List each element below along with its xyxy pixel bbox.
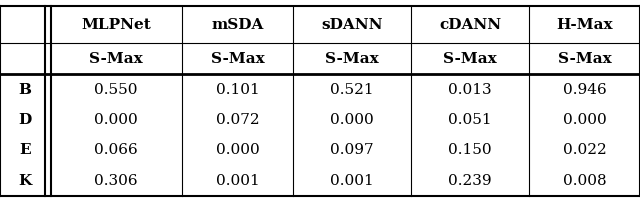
Text: B: B: [19, 83, 31, 97]
Text: 0.000: 0.000: [216, 143, 260, 157]
Text: 0.000: 0.000: [563, 113, 607, 127]
Text: 0.239: 0.239: [449, 174, 492, 188]
Text: MLPNet: MLPNet: [81, 18, 151, 32]
Text: 0.001: 0.001: [330, 174, 374, 188]
Text: 0.072: 0.072: [216, 113, 260, 127]
Text: 0.521: 0.521: [330, 83, 374, 97]
Text: 0.550: 0.550: [95, 83, 138, 97]
Text: H-Max: H-Max: [556, 18, 613, 32]
Text: 0.150: 0.150: [449, 143, 492, 157]
Text: D: D: [19, 113, 31, 127]
Text: 0.000: 0.000: [330, 113, 374, 127]
Text: cDANN: cDANN: [439, 18, 501, 32]
Text: S-Max: S-Max: [211, 52, 265, 66]
Text: 0.001: 0.001: [216, 174, 260, 188]
Text: 0.013: 0.013: [449, 83, 492, 97]
Text: S-Max: S-Max: [557, 52, 611, 66]
Text: 0.022: 0.022: [563, 143, 607, 157]
Text: S-Max: S-Max: [444, 52, 497, 66]
Text: 0.101: 0.101: [216, 83, 260, 97]
Text: sDANN: sDANN: [321, 18, 383, 32]
Text: 0.946: 0.946: [563, 83, 607, 97]
Text: K: K: [19, 174, 31, 188]
Text: 0.000: 0.000: [94, 113, 138, 127]
Text: S-Max: S-Max: [90, 52, 143, 66]
Text: mSDA: mSDA: [212, 18, 264, 32]
Text: 0.306: 0.306: [94, 174, 138, 188]
Text: 0.051: 0.051: [449, 113, 492, 127]
Text: 0.097: 0.097: [330, 143, 374, 157]
Text: E: E: [19, 143, 31, 157]
Text: 0.066: 0.066: [94, 143, 138, 157]
Text: S-Max: S-Max: [325, 52, 379, 66]
Text: 0.008: 0.008: [563, 174, 606, 188]
